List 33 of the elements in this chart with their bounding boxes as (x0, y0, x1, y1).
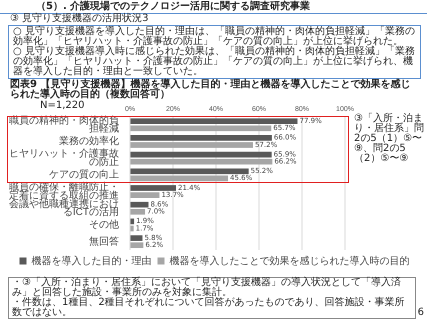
text: N=1,220 (40, 100, 84, 111)
y-tick-label: 無回答 (89, 235, 119, 248)
y-tick-label: ヒヤリハット・介護事故の防止 (9, 148, 119, 168)
text: ○ 見守り支援機器を導入した目的・理由は、「職員の精神的・肉体的負担軽減」「業務の効率化」「ヒヤリハット・介護事故の防止」「ケアの質の向上」が上位に挙げられた。 (13, 26, 416, 47)
y-tick-label: ケアの質の向上 (49, 168, 119, 181)
bar (130, 176, 228, 182)
bar (130, 185, 176, 191)
y-tick-label: 業務の効率化 (59, 135, 119, 148)
bar (130, 168, 249, 174)
chart-title: 図表9 【見守り支援機器】機器を導入した目的・理由と機器を導入したことで効果を感じられた導入時の目的（複数回答可） (10, 79, 412, 100)
text: ・③「入所・泊まり・居住系」において「見守り支援機器」の導入状況として「導入済み」と回答した施設・事業所のみを対象に集計。 (12, 277, 401, 298)
text: ③「入所・泊まり・居住系」問2の5（1）⑤〜⑨、問2の5（2）⑤〜⑨ (354, 113, 425, 164)
y-tick-label: その他 (89, 218, 119, 231)
bar (130, 135, 272, 141)
bar (130, 142, 253, 148)
text: ③ 見守り支援機器の活用状況3 (10, 13, 149, 24)
bar (130, 208, 146, 215)
text: ○ 見守り支援機器導入時に感じられた効果は、「職員の精神的・肉体的負担軽減」「業務の効率化」「ヒヤリハット・介護事故の防止」「ケアの質の向上」が上位に挙げられ、機器を導入した目的・理由と一致していた。 (13, 46, 416, 77)
bar (130, 218, 134, 224)
bar (130, 202, 148, 208)
bar (130, 152, 272, 158)
bar (130, 226, 134, 232)
bar (130, 158, 272, 165)
text: 6 (418, 307, 424, 318)
bar (130, 192, 160, 198)
legend-label: 機器を導入したことで効果を感じられた導入時の目的 (170, 254, 410, 267)
text: ・件数は、1種目、2種目それぞれについて回答があったものであり、回答施設・事業所数ではない。 (12, 297, 406, 318)
bar (130, 235, 142, 241)
bar (130, 125, 272, 132)
bar (130, 118, 298, 124)
bar (130, 242, 144, 248)
legend-label: 機器を導入した目的・理由 (32, 254, 152, 267)
text: （5）. 介護現場でのテクノロジー活用に関する調査研究事業 (36, 1, 312, 12)
